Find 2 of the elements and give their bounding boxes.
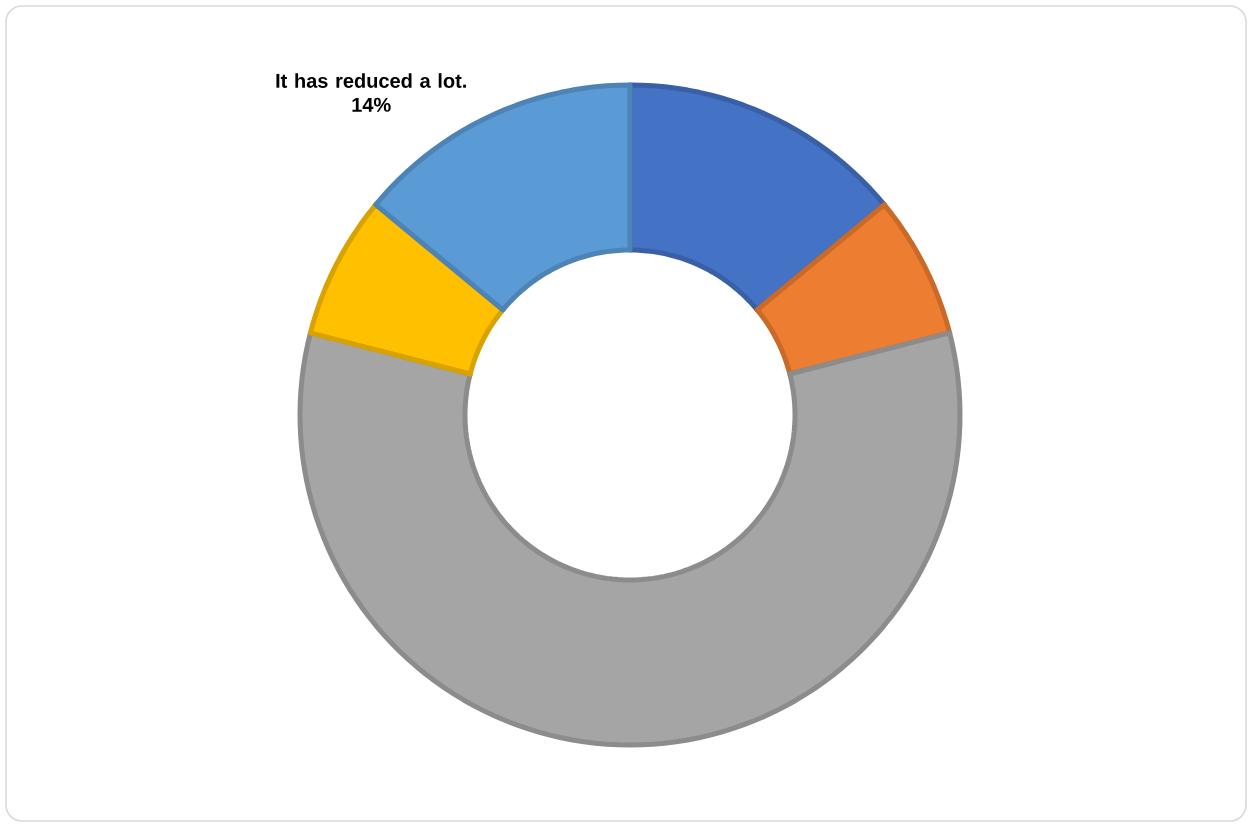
slice-label: It has reduced a lot.	[276, 73, 466, 88]
data-label: 14%	[352, 97, 391, 112]
